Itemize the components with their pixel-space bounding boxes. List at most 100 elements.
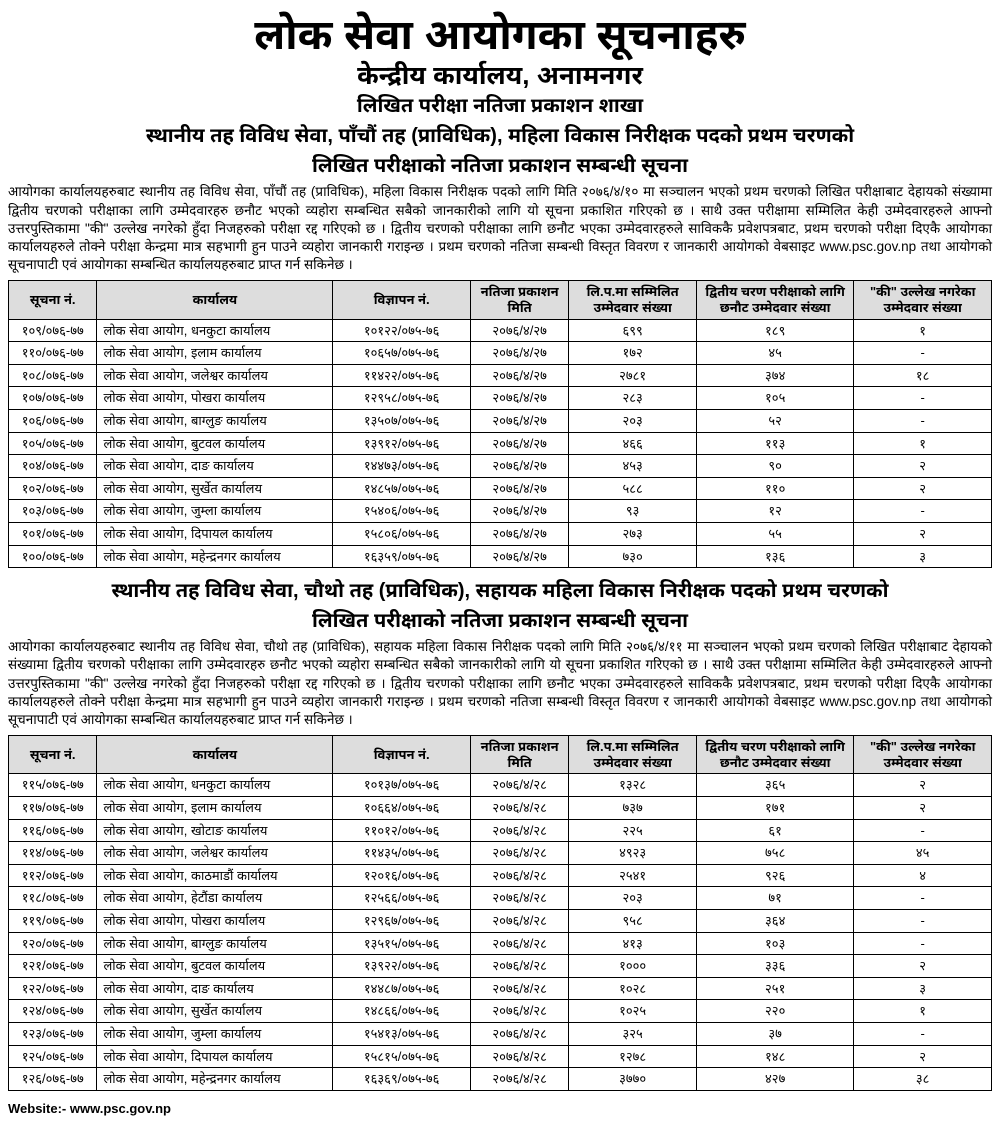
notice2-body: आयोगका कार्यालयहरुबाट स्थानीय तह विविध स… [8,638,992,729]
cell-sn: १०८/०७६-७७ [9,364,97,387]
cell-date: २०७६/४/२८ [470,864,568,887]
th-office: कार्यालय [97,281,333,319]
table-row: १२५/०७६-७७लोक सेवा आयोग, दिपायल कार्यालय… [9,1045,992,1068]
table-header-row: सूचना नं. कार्यालय विज्ञापन नं. नतिजा प्… [9,281,992,319]
cell-sn: १०४/०७६-७७ [9,455,97,478]
cell-app: १०२५ [569,1000,697,1023]
cell-date: २०७६/४/२८ [470,955,568,978]
table-row: ११९/०७६-७७लोक सेवा आयोग, पोखरा कार्यालय१… [9,910,992,933]
cell-sn: १०१/०७६-७७ [9,523,97,546]
cell-office: लोक सेवा आयोग, बुटवल कार्यालय [97,432,333,455]
cell-app: ४१३ [569,932,697,955]
th-date: नतिजा प्रकाशन मिति [470,281,568,319]
cell-sn: १२५/०७६-७७ [9,1045,97,1068]
cell-office: लोक सेवा आयोग, दाङ कार्यालय [97,977,333,1000]
cell-adv: १४८५७/०७५-७६ [333,477,471,500]
table-row: १०३/०७६-७७लोक सेवा आयोग, जुम्ला कार्यालय… [9,500,992,523]
cell-office: लोक सेवा आयोग, जुम्ला कार्यालय [97,1023,333,1046]
cell-date: २०७६/४/२७ [470,319,568,342]
cell-adv: ११४२२/०७५-७६ [333,364,471,387]
cell-adv: १४४८७/०७५-७६ [333,977,471,1000]
cell-app: ७३० [569,545,697,568]
cell-sel: १४८ [697,1045,854,1068]
cell-app: २०३ [569,887,697,910]
cell-office: लोक सेवा आयोग, जुम्ला कार्यालय [97,500,333,523]
cell-sn: ११६/०७६-७७ [9,819,97,842]
cell-adv: १५४०६/०७५-७६ [333,500,471,523]
notice1-heading-line1: स्थानीय तह विविध सेवा, पाँचौं तह (प्रावि… [8,123,992,149]
cell-app: ४९२३ [569,842,697,865]
cell-sel: ११० [697,477,854,500]
th-office: कार्यालय [97,736,333,774]
cell-office: लोक सेवा आयोग, धनकुटा कार्यालय [97,774,333,797]
cell-app: १०२८ [569,977,697,1000]
cell-office: लोक सेवा आयोग, जलेश्वर कार्यालय [97,842,333,865]
cell-office: लोक सेवा आयोग, बाग्लुङ कार्यालय [97,932,333,955]
cell-sn: १२०/०७६-७७ [9,932,97,955]
sub-title: केन्द्रीय कार्यालय, अनामनगर [8,60,992,91]
cell-date: २०७६/४/२८ [470,1045,568,1068]
cell-adv: १०१३७/०७५-७६ [333,774,471,797]
main-title: लोक सेवा आयोगका सूचनाहरु [8,12,992,58]
cell-office: लोक सेवा आयोग, हेटौंडा कार्यालय [97,887,333,910]
cell-sel: १२ [697,500,854,523]
cell-sn: १०६/०७६-७७ [9,410,97,433]
cell-sel: ७५८ [697,842,854,865]
table-row: १२६/०७६-७७लोक सेवा आयोग, महेन्द्रनगर कार… [9,1068,992,1091]
table-row: १०२/०७६-७७लोक सेवा आयोग, सुर्खेत कार्याल… [9,477,992,500]
cell-ki: २ [854,797,992,820]
th-sn: सूचना नं. [9,281,97,319]
cell-ki: - [854,819,992,842]
cell-sn: १०३/०७६-७७ [9,500,97,523]
cell-adv: १०६६४/०७५-७६ [333,797,471,820]
cell-date: २०७६/४/२७ [470,364,568,387]
table-row: ११७/०७६-७७लोक सेवा आयोग, इलाम कार्यालय१०… [9,797,992,820]
cell-office: लोक सेवा आयोग, इलाम कार्यालय [97,342,333,365]
cell-sel: ३७ [697,1023,854,1046]
cell-office: लोक सेवा आयोग, सुर्खेत कार्यालय [97,1000,333,1023]
cell-adv: १४४७३/०७५-७६ [333,455,471,478]
cell-app: २७८१ [569,364,697,387]
table-row: १०७/०७६-७७लोक सेवा आयोग, पोखरा कार्यालय१… [9,387,992,410]
cell-ki: - [854,887,992,910]
cell-sn: ११८/०७६-७७ [9,887,97,910]
cell-ki: २ [854,455,992,478]
cell-sn: १२३/०७६-७७ [9,1023,97,1046]
th-applied: लि.प.मा सम्मिलित उम्मेदवार संख्या [569,281,697,319]
th-sn: सूचना नं. [9,736,97,774]
cell-ki: २ [854,477,992,500]
cell-sn: १२२/०७६-७७ [9,977,97,1000]
cell-office: लोक सेवा आयोग, बाग्लुङ कार्यालय [97,410,333,433]
cell-office: लोक सेवा आयोग, सुर्खेत कार्यालय [97,477,333,500]
cell-date: २०७६/४/२८ [470,932,568,955]
cell-office: लोक सेवा आयोग, दिपायल कार्यालय [97,523,333,546]
table-row: १०१/०७६-७७लोक सेवा आयोग, दिपायल कार्यालय… [9,523,992,546]
cell-ki: २ [854,1045,992,1068]
cell-app: ७३७ [569,797,697,820]
cell-ki: १ [854,319,992,342]
cell-office: लोक सेवा आयोग, जलेश्वर कार्यालय [97,364,333,387]
cell-office: लोक सेवा आयोग, पोखरा कार्यालय [97,387,333,410]
cell-sel: ४५ [697,342,854,365]
notice2-heading-line1: स्थानीय तह विविध सेवा, चौथो तह (प्राविधि… [8,578,992,604]
cell-adv: १२९५८/०७५-७६ [333,387,471,410]
cell-sel: ३७४ [697,364,854,387]
cell-sn: १०५/०७६-७७ [9,432,97,455]
cell-app: २५४१ [569,864,697,887]
table-row: ११४/०७६-७७लोक सेवा आयोग, जलेश्वर कार्याल… [9,842,992,865]
cell-sel: ९२६ [697,864,854,887]
cell-office: लोक सेवा आयोग, पोखरा कार्यालय [97,910,333,933]
cell-app: ३२५ [569,1023,697,1046]
cell-adv: १०६५७/०७५-७६ [333,342,471,365]
cell-ki: - [854,387,992,410]
cell-sel: ३६४ [697,910,854,933]
cell-sn: १०२/०७६-७७ [9,477,97,500]
cell-date: २०७६/४/२७ [470,410,568,433]
notice1-body: आयोगका कार्यालयहरुबाट स्थानीय तह विविध स… [8,183,992,274]
cell-adv: १५८०६/०७५-७६ [333,523,471,546]
cell-office: लोक सेवा आयोग, महेन्द्रनगर कार्यालय [97,1068,333,1091]
notice2-heading-line2: लिखित परीक्षाको नतिजा प्रकाशन सम्बन्धी स… [8,608,992,634]
cell-ki: २ [854,523,992,546]
cell-adv: १३९१२/०७५-७६ [333,432,471,455]
cell-sn: ११०/०७६-७७ [9,342,97,365]
